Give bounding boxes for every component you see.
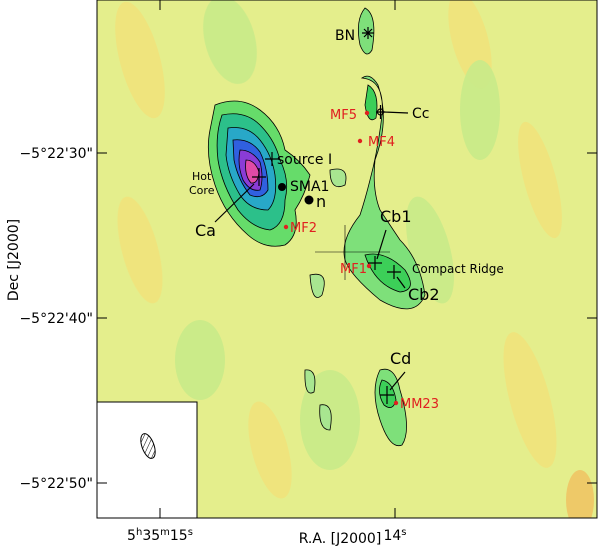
- label: source I: [277, 152, 332, 168]
- label: Ca: [195, 221, 216, 240]
- label: Cd: [390, 349, 411, 368]
- tick-part: 15: [170, 528, 188, 544]
- label: SMA1: [290, 179, 329, 195]
- label: BN: [335, 28, 355, 44]
- y-tick-label: −5°22'50": [19, 476, 93, 492]
- tick-part: h: [136, 527, 142, 538]
- tick-part: m: [160, 527, 170, 538]
- x-tick-label: 5h35m15s: [127, 527, 193, 545]
- label: Cc: [412, 106, 429, 122]
- x-axis-label: R.A. [J2000]: [299, 531, 382, 547]
- label: n: [316, 192, 326, 211]
- label: Hot: [192, 170, 212, 183]
- label: Cb1: [380, 207, 412, 226]
- label: Compact Ridge: [412, 262, 504, 276]
- label: Core: [189, 184, 215, 197]
- tick-part: s: [401, 527, 406, 538]
- label: MF2: [290, 221, 317, 236]
- y-tick-label: −5°22'30": [19, 146, 93, 162]
- x-tick-label: 14s: [383, 527, 406, 545]
- label: MM23: [400, 397, 439, 412]
- y-axis-label: Dec [J2000]: [6, 219, 22, 301]
- label: Cb2: [408, 285, 440, 304]
- tick-part: 5: [127, 528, 136, 544]
- y-tick-label: −5°22'40": [19, 311, 93, 327]
- tick-part: s: [188, 527, 193, 538]
- label: MF1: [340, 262, 367, 277]
- label: MF4: [368, 135, 395, 150]
- tick-part: 35: [142, 528, 160, 544]
- label: MF5: [330, 108, 357, 123]
- tick-part: 14: [383, 528, 401, 544]
